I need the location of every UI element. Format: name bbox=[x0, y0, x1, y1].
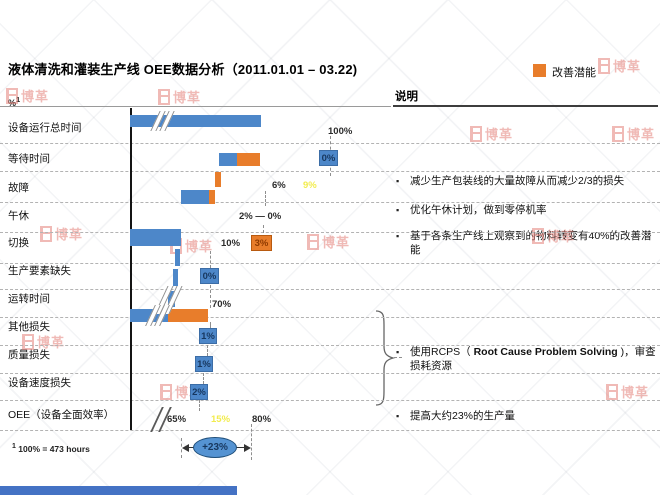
bullet-icon: ▪ bbox=[396, 205, 400, 215]
legend-swatch-improvement bbox=[533, 64, 546, 77]
row-label: 质量损失 bbox=[8, 349, 50, 361]
brand-logo-icon bbox=[606, 383, 618, 400]
bar-total-time bbox=[130, 115, 261, 127]
value-label: 2% — 0% bbox=[239, 211, 282, 222]
footer-accent-bar bbox=[0, 486, 237, 495]
bar-breakdown-current bbox=[181, 190, 209, 204]
target-box: 2% bbox=[190, 384, 208, 400]
page-title: 液体清洗和灌装生产线 OEE数据分析（2011.01.01 – 03.22) bbox=[8, 62, 358, 77]
row-separator bbox=[0, 289, 660, 290]
connector-dash bbox=[251, 424, 252, 460]
brand-watermark: 博革 bbox=[598, 56, 641, 75]
row-separator bbox=[0, 373, 660, 374]
bar-running-potential bbox=[168, 309, 208, 322]
value-label: 100% bbox=[328, 126, 353, 137]
bullet-icon: ▪ bbox=[396, 176, 400, 186]
row-label: 其他损失 bbox=[8, 321, 50, 333]
potential-label: 9% bbox=[303, 180, 317, 191]
brand-watermark: 博革 bbox=[612, 124, 655, 143]
row-label: 运转时间 bbox=[8, 293, 50, 305]
row-label: 生产要素缺失 bbox=[8, 265, 71, 277]
brand-logo-icon bbox=[158, 88, 170, 105]
explain-bullet-3: 基于各条生产线上观察到的物料转变有40%的改善潜能 bbox=[410, 230, 652, 257]
potential-box: 3% bbox=[251, 235, 272, 251]
connector-dash bbox=[207, 345, 208, 356]
bar-waiting-potential bbox=[237, 153, 260, 166]
brand-watermark: 博革 bbox=[470, 124, 513, 143]
row-separator bbox=[0, 317, 660, 318]
connector-dash bbox=[210, 251, 211, 268]
y-axis-line bbox=[130, 108, 132, 430]
grouping-brace bbox=[375, 310, 396, 406]
brand-logo-icon bbox=[612, 125, 624, 142]
potential-label: 15% bbox=[211, 414, 231, 425]
brand-logo-icon bbox=[598, 57, 610, 74]
connector-dash bbox=[181, 438, 182, 458]
row-separator bbox=[0, 232, 660, 233]
value-label: 6% bbox=[272, 180, 286, 191]
improvement-callout: +23% bbox=[193, 437, 237, 458]
brand-logo-icon bbox=[160, 383, 172, 400]
bar-connector-sliver bbox=[175, 249, 180, 266]
arrow-left-icon bbox=[182, 444, 189, 452]
target-box: 0% bbox=[200, 268, 219, 284]
header-rule-right bbox=[393, 105, 658, 107]
value-label: 70% bbox=[212, 299, 232, 310]
bullet-icon: ▪ bbox=[396, 231, 400, 241]
explain-bullet-5: 提高大约23%的生产量 bbox=[410, 410, 516, 422]
connector-dash bbox=[210, 285, 211, 308]
row-separator bbox=[0, 400, 660, 401]
target-label: 80% bbox=[252, 414, 272, 425]
brand-watermark: 博革 bbox=[40, 224, 83, 243]
bullet-icon: ▪ bbox=[396, 411, 400, 421]
bar-breakdown-potential bbox=[215, 172, 221, 187]
explain-bullet-4: 使用RCPS（ Root Cause Problem Solving )，审查损… bbox=[410, 346, 656, 373]
bar-waiting-current bbox=[219, 153, 237, 166]
header-rule-left bbox=[0, 106, 391, 107]
target-box: 1% bbox=[195, 356, 213, 372]
target-box: 0% bbox=[319, 150, 338, 166]
row-label: 切换 bbox=[8, 237, 29, 249]
connector-dash bbox=[199, 400, 200, 411]
row-separator bbox=[0, 263, 660, 264]
axis-unit-label: %1 bbox=[8, 95, 21, 108]
row-label: 等待时间 bbox=[8, 153, 50, 165]
footnote: 1 100% = 473 hours bbox=[12, 443, 90, 454]
bar-changeover bbox=[130, 229, 181, 246]
brand-watermark: 博革 bbox=[158, 87, 201, 106]
arrow-right-icon bbox=[244, 444, 251, 452]
row-label: 设备运行总时间 bbox=[8, 122, 82, 134]
connector-dash bbox=[203, 373, 204, 384]
brand-logo-icon bbox=[470, 125, 482, 142]
explain-header: 说明 bbox=[395, 91, 418, 103]
brand-logo-icon bbox=[40, 225, 52, 242]
value-label: 10% bbox=[221, 238, 241, 249]
explain-bullet-2: 优化午休计划，做到零停机率 bbox=[410, 204, 547, 216]
target-box: 1% bbox=[199, 328, 217, 344]
bar-missing-factors bbox=[173, 269, 178, 286]
row-separator bbox=[0, 202, 660, 203]
connector-dash bbox=[263, 225, 264, 233]
brace-connector-dash bbox=[394, 357, 402, 358]
row-label: 设备速度损失 bbox=[8, 377, 71, 389]
brand-watermark: 博革 bbox=[307, 232, 350, 251]
explain-bullet-1: 减少生产包装线的大量故障从而减少2/3的损失 bbox=[410, 175, 625, 187]
callout-line bbox=[236, 447, 245, 448]
row-label: 午休 bbox=[8, 210, 29, 222]
row-separator bbox=[0, 345, 660, 346]
row-label: 故障 bbox=[8, 182, 29, 194]
brand-watermark: 博革 bbox=[606, 382, 649, 401]
brand-logo-icon bbox=[307, 233, 319, 250]
connector-dash bbox=[210, 322, 211, 328]
connector-dash bbox=[265, 191, 266, 206]
bullet-icon: ▪ bbox=[396, 347, 400, 357]
value-label: 65% bbox=[167, 414, 187, 425]
legend-label: 改善潜能 bbox=[552, 67, 596, 79]
row-label: OEE（设备全面效率） bbox=[8, 409, 115, 421]
bar-breakdown-current-potential bbox=[209, 190, 215, 204]
row-separator bbox=[0, 430, 660, 431]
